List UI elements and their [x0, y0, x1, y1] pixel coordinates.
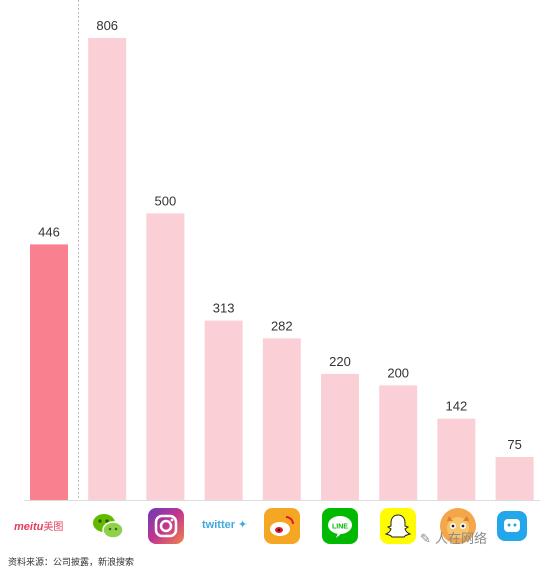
line-icon: LINE — [322, 508, 358, 544]
source-note: 资料来源：公司披露，新浪搜索 — [8, 558, 135, 568]
meitu-logo: meitu美图 — [14, 518, 63, 533]
watermark-text: 人在网络 — [435, 532, 488, 547]
bar-value-label: 500 — [155, 193, 177, 208]
bar-snapchat — [379, 385, 418, 500]
bar-value-label: 313 — [213, 301, 235, 316]
meitu-logo-cn: 美图 — [43, 522, 64, 533]
instagram-icon — [148, 508, 184, 544]
bar-value-label: 220 — [329, 354, 351, 369]
bar-value-label: 446 — [38, 224, 60, 239]
twitter-bird-icon: ✦ — [235, 519, 248, 531]
bar-line — [321, 373, 359, 500]
bar-meitu — [30, 244, 68, 500]
wechat-icon — [90, 508, 126, 544]
tantan-icon — [440, 508, 476, 544]
svg-text:LINE: LINE — [332, 524, 348, 531]
bar-value-label: 282 — [271, 318, 293, 333]
bar-weibo — [262, 338, 301, 500]
watermark-icon: ✎ — [420, 532, 436, 547]
bar-value-label: 806 — [96, 18, 118, 33]
watermark: ✎ 人在网络 — [420, 528, 487, 547]
twitter-logo: twitter ✦ — [202, 518, 247, 531]
bar-tantan — [437, 418, 476, 500]
meitu-logo-text: meitu — [14, 521, 44, 533]
twitter-logo-text: twitter — [202, 519, 235, 531]
bar-value-label: 75 — [507, 437, 521, 452]
bar-wechat — [88, 38, 127, 500]
bar-twitter — [204, 320, 243, 500]
snapchat-icon — [380, 508, 416, 544]
momo-icon — [497, 511, 527, 541]
bar-value-label: 142 — [446, 399, 468, 414]
bar-momo — [495, 457, 534, 500]
bar-instagram — [146, 213, 185, 500]
weibo-icon — [264, 508, 300, 544]
bar-value-label: 200 — [387, 365, 409, 380]
